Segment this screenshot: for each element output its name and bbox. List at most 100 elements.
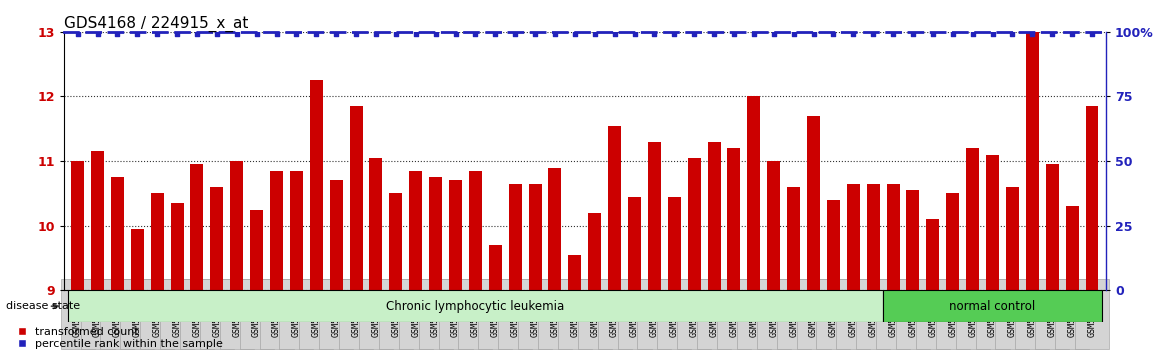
Point bbox=[864, 31, 882, 36]
Bar bbox=[1046, 164, 1058, 290]
Point bbox=[486, 31, 505, 36]
Point bbox=[168, 31, 186, 36]
Point bbox=[406, 31, 425, 36]
Bar bbox=[807, 116, 820, 290]
Point bbox=[68, 31, 87, 36]
Point bbox=[784, 31, 802, 36]
Point bbox=[367, 31, 386, 36]
Point bbox=[725, 31, 743, 36]
Bar bbox=[1085, 106, 1099, 290]
Point bbox=[426, 31, 445, 36]
Bar bbox=[884, 290, 1102, 322]
Bar bbox=[987, 155, 999, 290]
Point bbox=[545, 31, 564, 36]
Point bbox=[963, 31, 982, 36]
Bar bbox=[628, 196, 642, 290]
Point bbox=[606, 31, 624, 36]
Bar bbox=[708, 142, 720, 290]
Point bbox=[983, 31, 1002, 36]
Point bbox=[207, 31, 226, 36]
Point bbox=[684, 31, 703, 36]
Point bbox=[1003, 31, 1021, 36]
Bar bbox=[1065, 206, 1078, 290]
Point bbox=[625, 31, 644, 36]
Bar bbox=[926, 219, 939, 290]
Point bbox=[944, 31, 962, 36]
Bar bbox=[887, 184, 900, 290]
Bar bbox=[250, 210, 263, 290]
Bar bbox=[369, 158, 382, 290]
Point bbox=[248, 31, 266, 36]
Point bbox=[129, 31, 147, 36]
Bar bbox=[111, 177, 124, 290]
Point bbox=[645, 31, 664, 36]
Point bbox=[88, 31, 107, 36]
Bar bbox=[151, 193, 163, 290]
Bar bbox=[1026, 32, 1039, 290]
Point bbox=[1083, 31, 1101, 36]
Bar bbox=[966, 148, 980, 290]
Legend: transformed count, percentile rank within the sample: transformed count, percentile rank withi… bbox=[17, 327, 222, 349]
Point bbox=[565, 31, 584, 36]
Point bbox=[467, 31, 485, 36]
Point bbox=[108, 31, 126, 36]
Point bbox=[665, 31, 683, 36]
Bar bbox=[768, 161, 780, 290]
Point bbox=[805, 31, 823, 36]
Point bbox=[506, 31, 525, 36]
Bar bbox=[71, 161, 85, 290]
Bar bbox=[91, 152, 104, 290]
Bar bbox=[588, 213, 601, 290]
Point bbox=[387, 31, 405, 36]
Bar bbox=[430, 177, 442, 290]
Point bbox=[526, 31, 544, 36]
Bar bbox=[270, 171, 283, 290]
Bar bbox=[648, 142, 661, 290]
Text: Chronic lymphocytic leukemia: Chronic lymphocytic leukemia bbox=[387, 300, 564, 313]
Bar bbox=[827, 200, 840, 290]
Text: disease state: disease state bbox=[6, 301, 80, 311]
Point bbox=[824, 31, 843, 36]
Point bbox=[745, 31, 763, 36]
Point bbox=[1023, 31, 1041, 36]
Point bbox=[764, 31, 783, 36]
Bar bbox=[67, 290, 884, 322]
Bar bbox=[946, 193, 959, 290]
Bar bbox=[1006, 187, 1019, 290]
Bar bbox=[310, 80, 323, 290]
Point bbox=[924, 31, 943, 36]
Bar bbox=[489, 245, 501, 290]
Bar bbox=[330, 181, 343, 290]
Point bbox=[148, 31, 167, 36]
Bar bbox=[350, 106, 362, 290]
Bar bbox=[866, 184, 880, 290]
Text: GDS4168 / 224915_x_at: GDS4168 / 224915_x_at bbox=[64, 16, 248, 32]
Bar bbox=[668, 196, 681, 290]
Point bbox=[903, 31, 922, 36]
Point bbox=[586, 31, 604, 36]
Bar bbox=[528, 184, 542, 290]
Point bbox=[844, 31, 863, 36]
Point bbox=[705, 31, 724, 36]
Point bbox=[188, 31, 206, 36]
Point bbox=[287, 31, 306, 36]
Bar bbox=[131, 229, 144, 290]
Bar bbox=[569, 255, 581, 290]
Bar bbox=[747, 97, 761, 290]
Point bbox=[267, 31, 286, 36]
Bar bbox=[549, 167, 562, 290]
Bar bbox=[230, 161, 243, 290]
Bar bbox=[170, 203, 183, 290]
Bar bbox=[389, 193, 402, 290]
Text: normal control: normal control bbox=[950, 300, 1035, 313]
Bar bbox=[449, 181, 462, 290]
Point bbox=[1063, 31, 1082, 36]
Point bbox=[227, 31, 245, 36]
Bar bbox=[409, 171, 423, 290]
Bar bbox=[846, 184, 859, 290]
Bar bbox=[608, 126, 621, 290]
Bar bbox=[469, 171, 482, 290]
Bar bbox=[290, 171, 303, 290]
Point bbox=[884, 31, 902, 36]
Point bbox=[1043, 31, 1062, 36]
